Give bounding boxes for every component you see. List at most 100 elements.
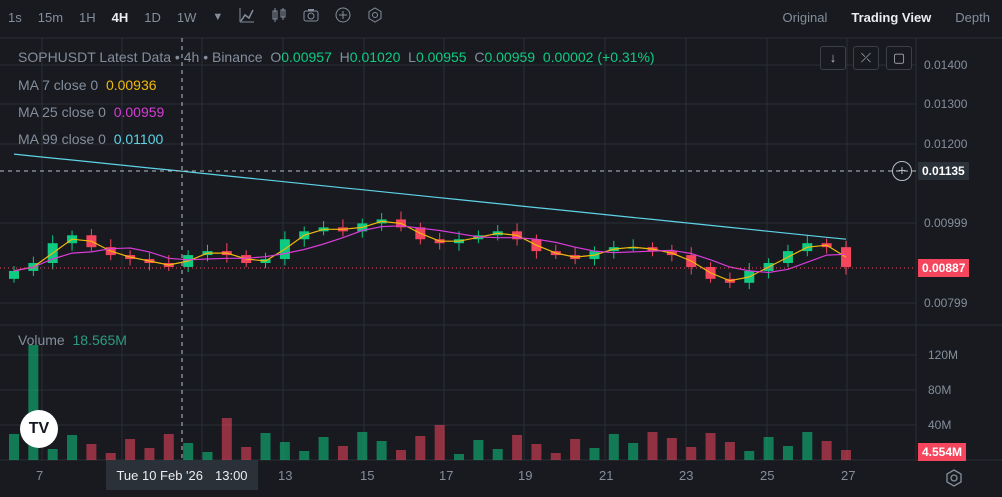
timeframe-1s[interactable]: 1s	[8, 9, 22, 25]
volume-bar	[841, 450, 851, 460]
timeframe-1w[interactable]: 1W	[176, 9, 197, 25]
volume-bar	[473, 440, 484, 460]
volume-bar	[647, 432, 658, 460]
volume-bar	[821, 441, 832, 460]
volume-bar	[724, 442, 735, 460]
x-axis-label: 25	[760, 468, 775, 483]
close-label: C	[474, 49, 485, 65]
collapse-icon[interactable]: ⤫	[853, 46, 879, 70]
volume-bar	[454, 454, 465, 460]
arrow-down-icon[interactable]: ↓	[820, 46, 846, 70]
volume-bar	[202, 452, 213, 460]
x-axis-label: 23	[679, 468, 694, 483]
volume-bar	[608, 434, 619, 460]
price-axis-label: 0.01300	[924, 97, 968, 111]
volume-bar	[221, 418, 232, 460]
chart-settings-icon[interactable]	[944, 468, 964, 488]
candle-type-icon[interactable]	[271, 7, 287, 27]
volume-bar	[415, 436, 426, 460]
exchange-label: Binance	[211, 49, 263, 65]
high-value: 0.01020	[349, 49, 401, 65]
ma99-legend: MA 99 close 0 0.01100	[18, 131, 163, 147]
price-axis-label: 0.00999	[924, 216, 968, 230]
volume-bar	[512, 435, 523, 460]
volume-bar	[744, 451, 755, 460]
symbol-title: SOPHUSDT Latest Data	[18, 49, 172, 65]
crosshair-time: 13:00	[215, 467, 248, 483]
timeframe-1h[interactable]: 1H	[79, 9, 96, 25]
crosshair-price-tag: 0.01135	[918, 162, 969, 180]
open-value: 0.00957	[281, 49, 332, 65]
volume-axis-label: 40M	[928, 418, 952, 432]
candle-body	[628, 247, 639, 249]
last-volume-tag: 4.554M	[918, 443, 967, 461]
volume-bar	[86, 444, 97, 460]
ma7-value: 0.00936	[105, 77, 157, 93]
volume-bar	[376, 441, 387, 460]
crosshair-time-tag: Tue 10 Feb '26 13:00	[106, 460, 258, 490]
volume-bar	[279, 442, 290, 460]
plus-circle-icon[interactable]	[335, 7, 351, 27]
volume-bar	[531, 444, 542, 460]
top-toolbar: 1s 15m 1H 4H 1D 1W ▼ Original Trading Vi…	[0, 0, 1002, 34]
view-original[interactable]: Original	[782, 9, 828, 25]
crosshair-date: Tue 10 Feb '26	[116, 467, 203, 483]
last-price-tag: 0.00887	[918, 259, 970, 277]
ohlc-legend: SOPHUSDT Latest Data • 4h • Binance O0.0…	[18, 49, 655, 65]
price-axis-label: 0.01200	[924, 137, 968, 151]
interval-label: 4h	[183, 49, 200, 65]
x-axis-label: 21	[599, 468, 614, 483]
timeframe-4h[interactable]: 4H	[111, 9, 129, 25]
volume-axis-label: 80M	[928, 383, 952, 397]
volume-bar	[318, 437, 329, 460]
fullscreen-icon[interactable]: ▢	[886, 46, 912, 70]
candle-body	[9, 270, 19, 279]
add-alert-icon[interactable]: +	[892, 161, 912, 181]
x-axis-label: 27	[841, 468, 856, 483]
open-label: O	[270, 49, 282, 65]
volume-bar	[492, 449, 503, 460]
volume-bar	[570, 439, 581, 460]
volume-bar	[260, 433, 271, 460]
x-axis-label: 7	[36, 468, 44, 483]
chevron-down-icon[interactable]: ▼	[212, 11, 224, 23]
volume-axis-label: 120M	[928, 348, 959, 362]
volume-bar	[628, 443, 639, 460]
ma25-label: MA 25 close 0	[18, 104, 106, 120]
timeframe-15m[interactable]: 15m	[37, 9, 64, 25]
volume-bar	[666, 438, 677, 460]
volume-bar	[395, 450, 406, 460]
change-value: 0.00002 (+0.31%)	[542, 49, 655, 65]
volume-bar	[47, 449, 58, 460]
volume-bar	[434, 425, 445, 460]
settings-icon[interactable]	[367, 7, 383, 27]
x-axis-label: 19	[518, 468, 533, 483]
ma25-legend: MA 25 close 0 0.00959	[18, 104, 164, 120]
volume-bar	[241, 447, 252, 460]
line-tool-icon[interactable]	[239, 7, 255, 27]
ma99-value: 0.01100	[113, 131, 164, 147]
tradingview-logo[interactable]: TV	[20, 410, 58, 448]
x-axis-label: 15	[360, 468, 375, 483]
ma7-line	[13, 220, 847, 282]
close-value: 0.00959	[484, 49, 536, 65]
volume-bar	[163, 434, 174, 460]
x-axis-label: 17	[439, 468, 454, 483]
ma7-legend: MA 7 close 0 0.00936	[18, 77, 157, 93]
ma7-label: MA 7 close 0	[18, 77, 99, 93]
view-trading-view[interactable]: Trading View	[851, 9, 932, 25]
low-label: L	[408, 49, 416, 65]
volume-bar	[763, 437, 774, 460]
volume-bar	[686, 447, 697, 460]
low-value: 0.00955	[415, 49, 467, 65]
volume-label: Volume	[18, 332, 65, 348]
x-axis-label: 13	[278, 468, 293, 483]
ma99-line	[13, 153, 847, 240]
timeframe-1d[interactable]: 1D	[144, 9, 161, 25]
volume-legend: Volume 18.565M	[18, 332, 127, 348]
high-label: H	[339, 49, 350, 65]
volume-bar	[125, 439, 136, 460]
view-depth[interactable]: Depth	[955, 9, 990, 25]
camera-icon[interactable]	[303, 7, 319, 27]
